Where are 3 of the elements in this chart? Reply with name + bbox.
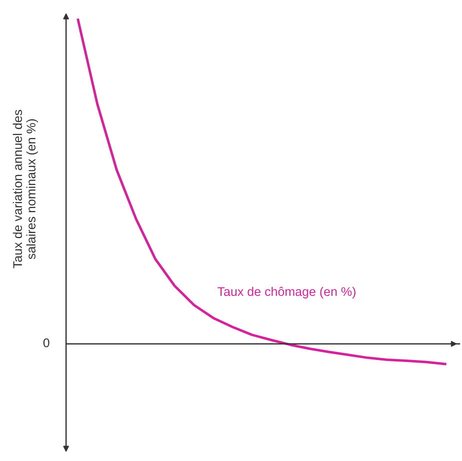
ref-line-label: 0 (43, 338, 50, 348)
y-axis-title: Taux de variation annuel des salaires nominaux (en %) (12, 110, 38, 268)
x-axis-title: Taux de chômage (en %) (218, 286, 356, 298)
